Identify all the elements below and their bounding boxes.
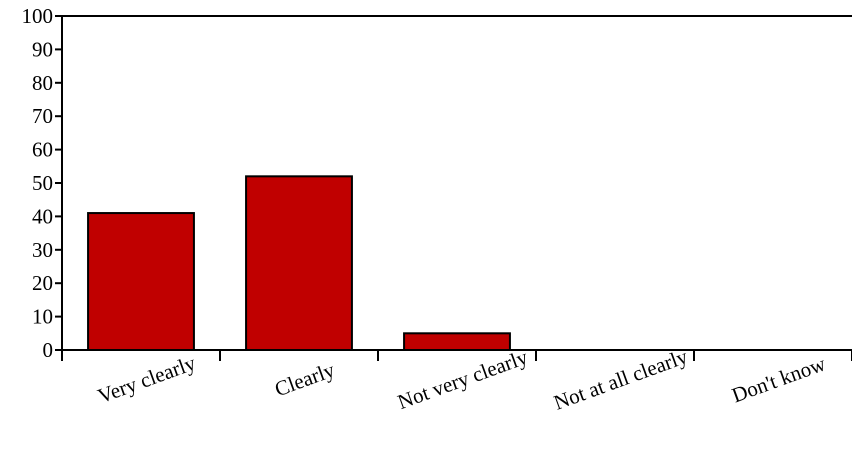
x-category-label: Very clearly	[95, 351, 200, 409]
x-category-label: Not very clearly	[394, 345, 531, 414]
y-tick-label: 20	[32, 271, 53, 295]
y-tick-label: 30	[32, 238, 53, 262]
y-tick-label: 80	[32, 71, 53, 95]
x-tick-labels: Very clearly Clearly Not very clearly Not a…	[95, 344, 830, 415]
bar	[87, 212, 195, 351]
y-ticks: 0 10 20 30 40 50 60 70 80 90 100	[22, 4, 62, 362]
y-tick-label: 90	[32, 37, 53, 61]
y-tick-label: 0	[43, 338, 54, 362]
bar	[245, 175, 353, 351]
x-ticks	[61, 350, 852, 361]
y-tick-label: 100	[22, 4, 54, 28]
x-category-label: Clearly	[271, 357, 338, 401]
y-tick-label: 60	[32, 138, 53, 162]
y-tick-label: 10	[32, 305, 53, 329]
y-tick-label: 70	[32, 104, 53, 128]
y-tick-label: 40	[32, 204, 53, 228]
bar	[403, 332, 511, 351]
y-tick-label: 50	[32, 171, 53, 195]
x-category-label: Don't know	[729, 351, 830, 407]
x-category-label: Not at all clearly	[550, 344, 691, 415]
bars	[87, 175, 511, 351]
